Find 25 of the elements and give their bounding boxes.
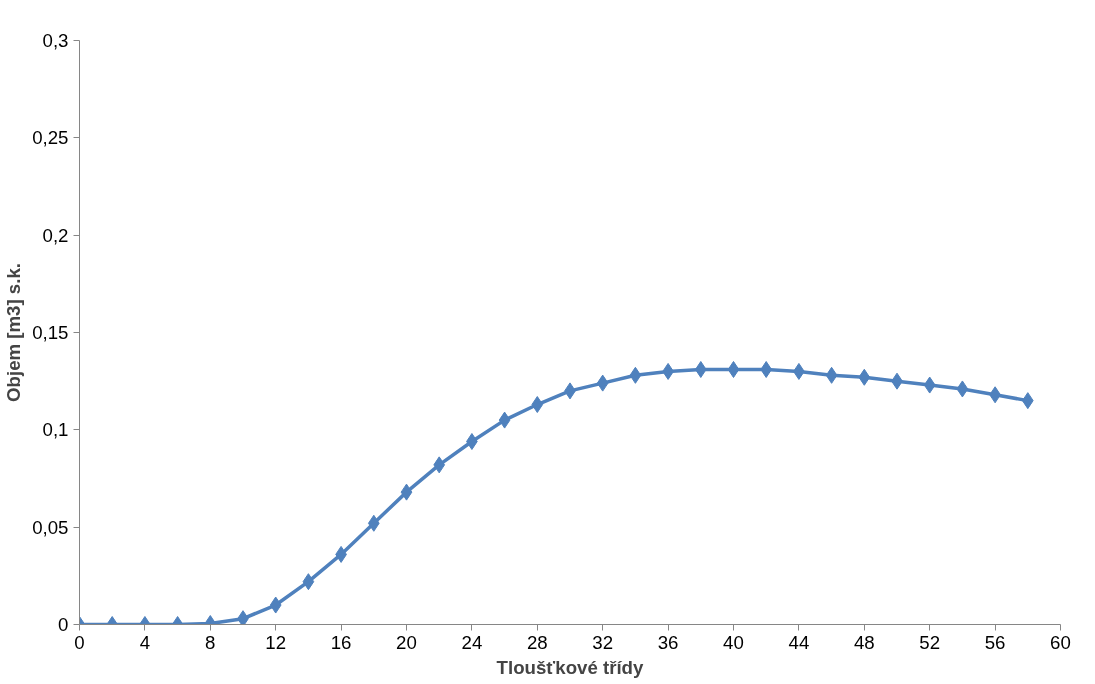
x-tick-label: 16 — [330, 631, 352, 653]
x-tick-label: 44 — [788, 631, 810, 653]
x-tick-label: 0 — [74, 631, 85, 653]
y-tick-label: 0,3 — [42, 30, 69, 51]
x-tick-label: 48 — [853, 631, 875, 653]
x-tick-label: 12 — [265, 631, 287, 653]
x-tick-label: 36 — [657, 631, 679, 653]
x-tick-label: 20 — [396, 631, 417, 653]
x-tick-label: 32 — [592, 631, 614, 653]
x-tick-label: 40 — [723, 631, 744, 653]
y-tick-label: 0,2 — [42, 224, 69, 246]
y-tick-label: 0 — [58, 614, 69, 635]
x-axis-title: Tloušťkové třídy — [496, 656, 645, 678]
x-tick-label: 60 — [1050, 631, 1071, 653]
x-tick-label: 24 — [461, 631, 483, 653]
y-tick-label: 0,05 — [32, 516, 69, 538]
y-tick-label: 0,1 — [42, 419, 69, 441]
y-tick-label: 0,15 — [32, 322, 69, 343]
x-tick-label: 56 — [984, 631, 1006, 653]
y-tick-label: 0,25 — [32, 127, 69, 149]
x-tick-label: 8 — [205, 631, 216, 653]
x-tick-label: 52 — [919, 631, 941, 653]
x-tick-label: 28 — [526, 631, 548, 653]
x-tick-label: 4 — [139, 631, 151, 653]
y-axis-title: Objem [m3] s.k. — [3, 263, 25, 402]
